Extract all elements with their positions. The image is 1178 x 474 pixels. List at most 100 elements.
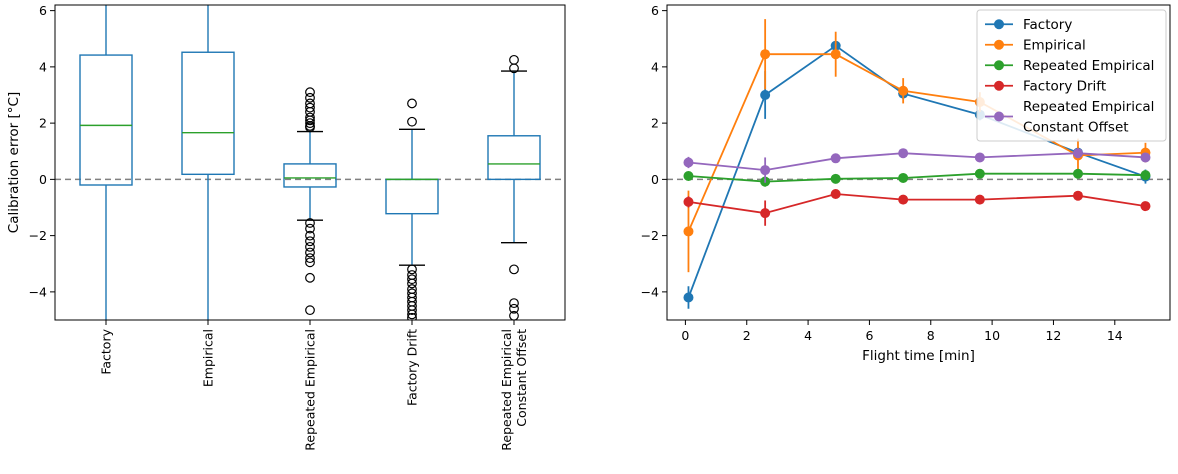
data-point [898,194,909,205]
series-repeated-empirical [683,168,1151,187]
box-iqr [385,178,439,215]
data-point [1140,152,1151,163]
legend-swatch-marker [994,60,1004,71]
flier-point [305,118,315,129]
flier-point [509,54,519,65]
flier-point [407,305,417,316]
flier-point [305,305,315,316]
x-tick-label: 14 [1107,328,1123,343]
data-point [683,292,694,303]
flier-point [305,236,315,247]
flier-point [407,116,417,127]
data-point [830,49,841,60]
right-line-plot: −4 −2 0 2 4 6 0 2 4 6 8 10 12 14 Flight time [min] Fact… [641,3,1171,364]
legend-item: Repeated Empirical [985,58,1154,74]
data-point [974,168,985,179]
data-point [974,152,985,163]
x-tick-label: 10 [984,328,1000,343]
y-tick-label: 4 [39,59,47,74]
legend-label: Empirical [1023,38,1086,54]
box-5 [487,54,541,320]
x-tick-label: 6 [865,328,873,343]
box-iqr [283,163,337,188]
legend-box [976,9,1167,142]
flier-point [305,218,315,228]
y-tick-label: 0 [39,172,47,187]
data-point [898,85,909,96]
y-tick-label: 6 [39,3,47,18]
y-tick-label: −2 [641,228,659,243]
series-repeated-empirical-constant-offset [683,148,1151,183]
data-point [830,189,841,199]
legend-item: Factory [985,17,1072,33]
flier-point [305,87,315,98]
flier-point [305,272,315,283]
x-tick-label: 12 [1045,328,1061,343]
left-box-plot: −4 −2 0 2 4 6 Factory Empirical Repeated Empiric… [6,3,566,451]
flier-point [305,247,315,258]
data-point [830,153,841,164]
legend-label: Repeated Empirical [1023,99,1154,115]
data-point [1072,168,1083,179]
flier-point [407,312,417,320]
data-point [898,148,909,159]
x-tick-label: 4 [804,328,812,343]
legend-swatch-marker [994,19,1004,30]
data-point [760,49,771,60]
flier-point [407,274,417,285]
box-4 [385,98,439,320]
y-tick-label: 2 [651,116,659,131]
legend-label: Factory Drift [1023,79,1106,95]
legend-swatch-marker [994,111,1004,122]
flier-point [305,122,315,133]
data-point [1072,148,1083,159]
x-category-label: Constant Offset [514,329,529,427]
x-category-label: Repeated Empirical [499,329,514,451]
data-point [683,196,694,207]
box-1 [79,5,133,320]
flier-point [509,303,519,314]
flier-point [305,253,315,264]
flier-point [305,241,315,252]
plot-area [667,19,1170,309]
flier-point [305,230,315,241]
data-point [1140,201,1151,212]
flier-point [509,264,519,275]
y-tick-label: 0 [651,172,659,187]
flier-point [305,257,315,268]
x-tick-label: 8 [927,328,935,343]
data-point [1072,190,1083,201]
data-point [683,171,694,181]
box-iqr [79,54,133,186]
flier-point [407,278,417,289]
box-iqr [181,51,235,176]
flier-point [305,223,315,234]
box-3 [283,87,337,316]
flier-point [407,309,417,320]
data-point [760,208,771,219]
data-point [683,226,694,237]
x-tick-label: 2 [743,328,751,343]
flier-point [305,102,315,113]
legend-item: Repeated Empirical Constant Offset [985,99,1154,136]
flier-point [509,310,519,320]
flier-point [407,98,417,109]
x-tick-label: 0 [681,328,689,343]
legend-label: Constant Offset [1023,120,1129,136]
y-tick-label: −2 [29,228,47,243]
x-category-label: Factory [99,328,114,374]
box-2 [181,5,235,320]
x-category-label: Empirical [201,329,216,387]
plot-area [55,5,565,320]
legend-item: Factory Drift [985,79,1106,95]
axes-frame [666,4,1171,321]
x-category-label: Repeated Empirical [303,329,318,451]
y-tick-label: 4 [651,59,659,74]
data-point [760,165,771,176]
x-category-label: Factory Drift [405,329,420,406]
legend-item: Empirical [985,38,1086,54]
series-factory-drift [683,189,1151,226]
data-point [760,90,771,100]
flier-point [305,92,315,103]
